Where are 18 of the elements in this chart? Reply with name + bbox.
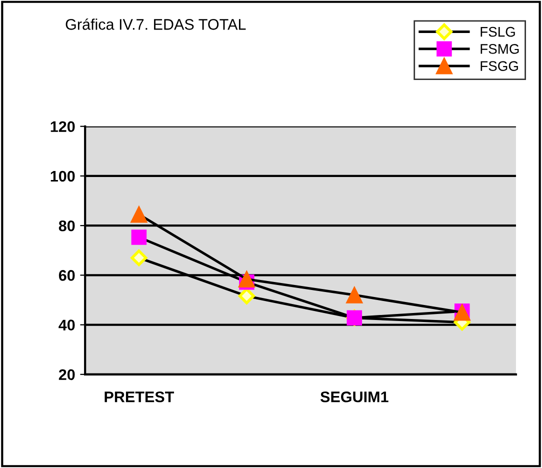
y-tick-label: 60 [58,270,75,281]
point [130,206,148,223]
y-tick-label: 120 [50,121,75,132]
x-tick-label: SEGUIM1 [320,391,388,402]
point [346,286,363,304]
legend-label: FSGG [480,61,518,71]
chart-title: Gráfica IV.7. EDAS TOTAL [66,18,246,30]
point [238,288,255,304]
y-tick-label: 80 [58,220,75,232]
legend-label: FSLG [480,26,515,37]
y-tick-label: 100 [50,170,75,182]
y-tick-label: 20 [58,369,75,380]
x-tick-label: PRETEST [104,391,174,402]
y-tick-label: 40 [58,320,75,330]
point [131,230,147,245]
point [238,270,256,288]
point [130,250,148,266]
legend-label: FSMG [480,44,519,54]
